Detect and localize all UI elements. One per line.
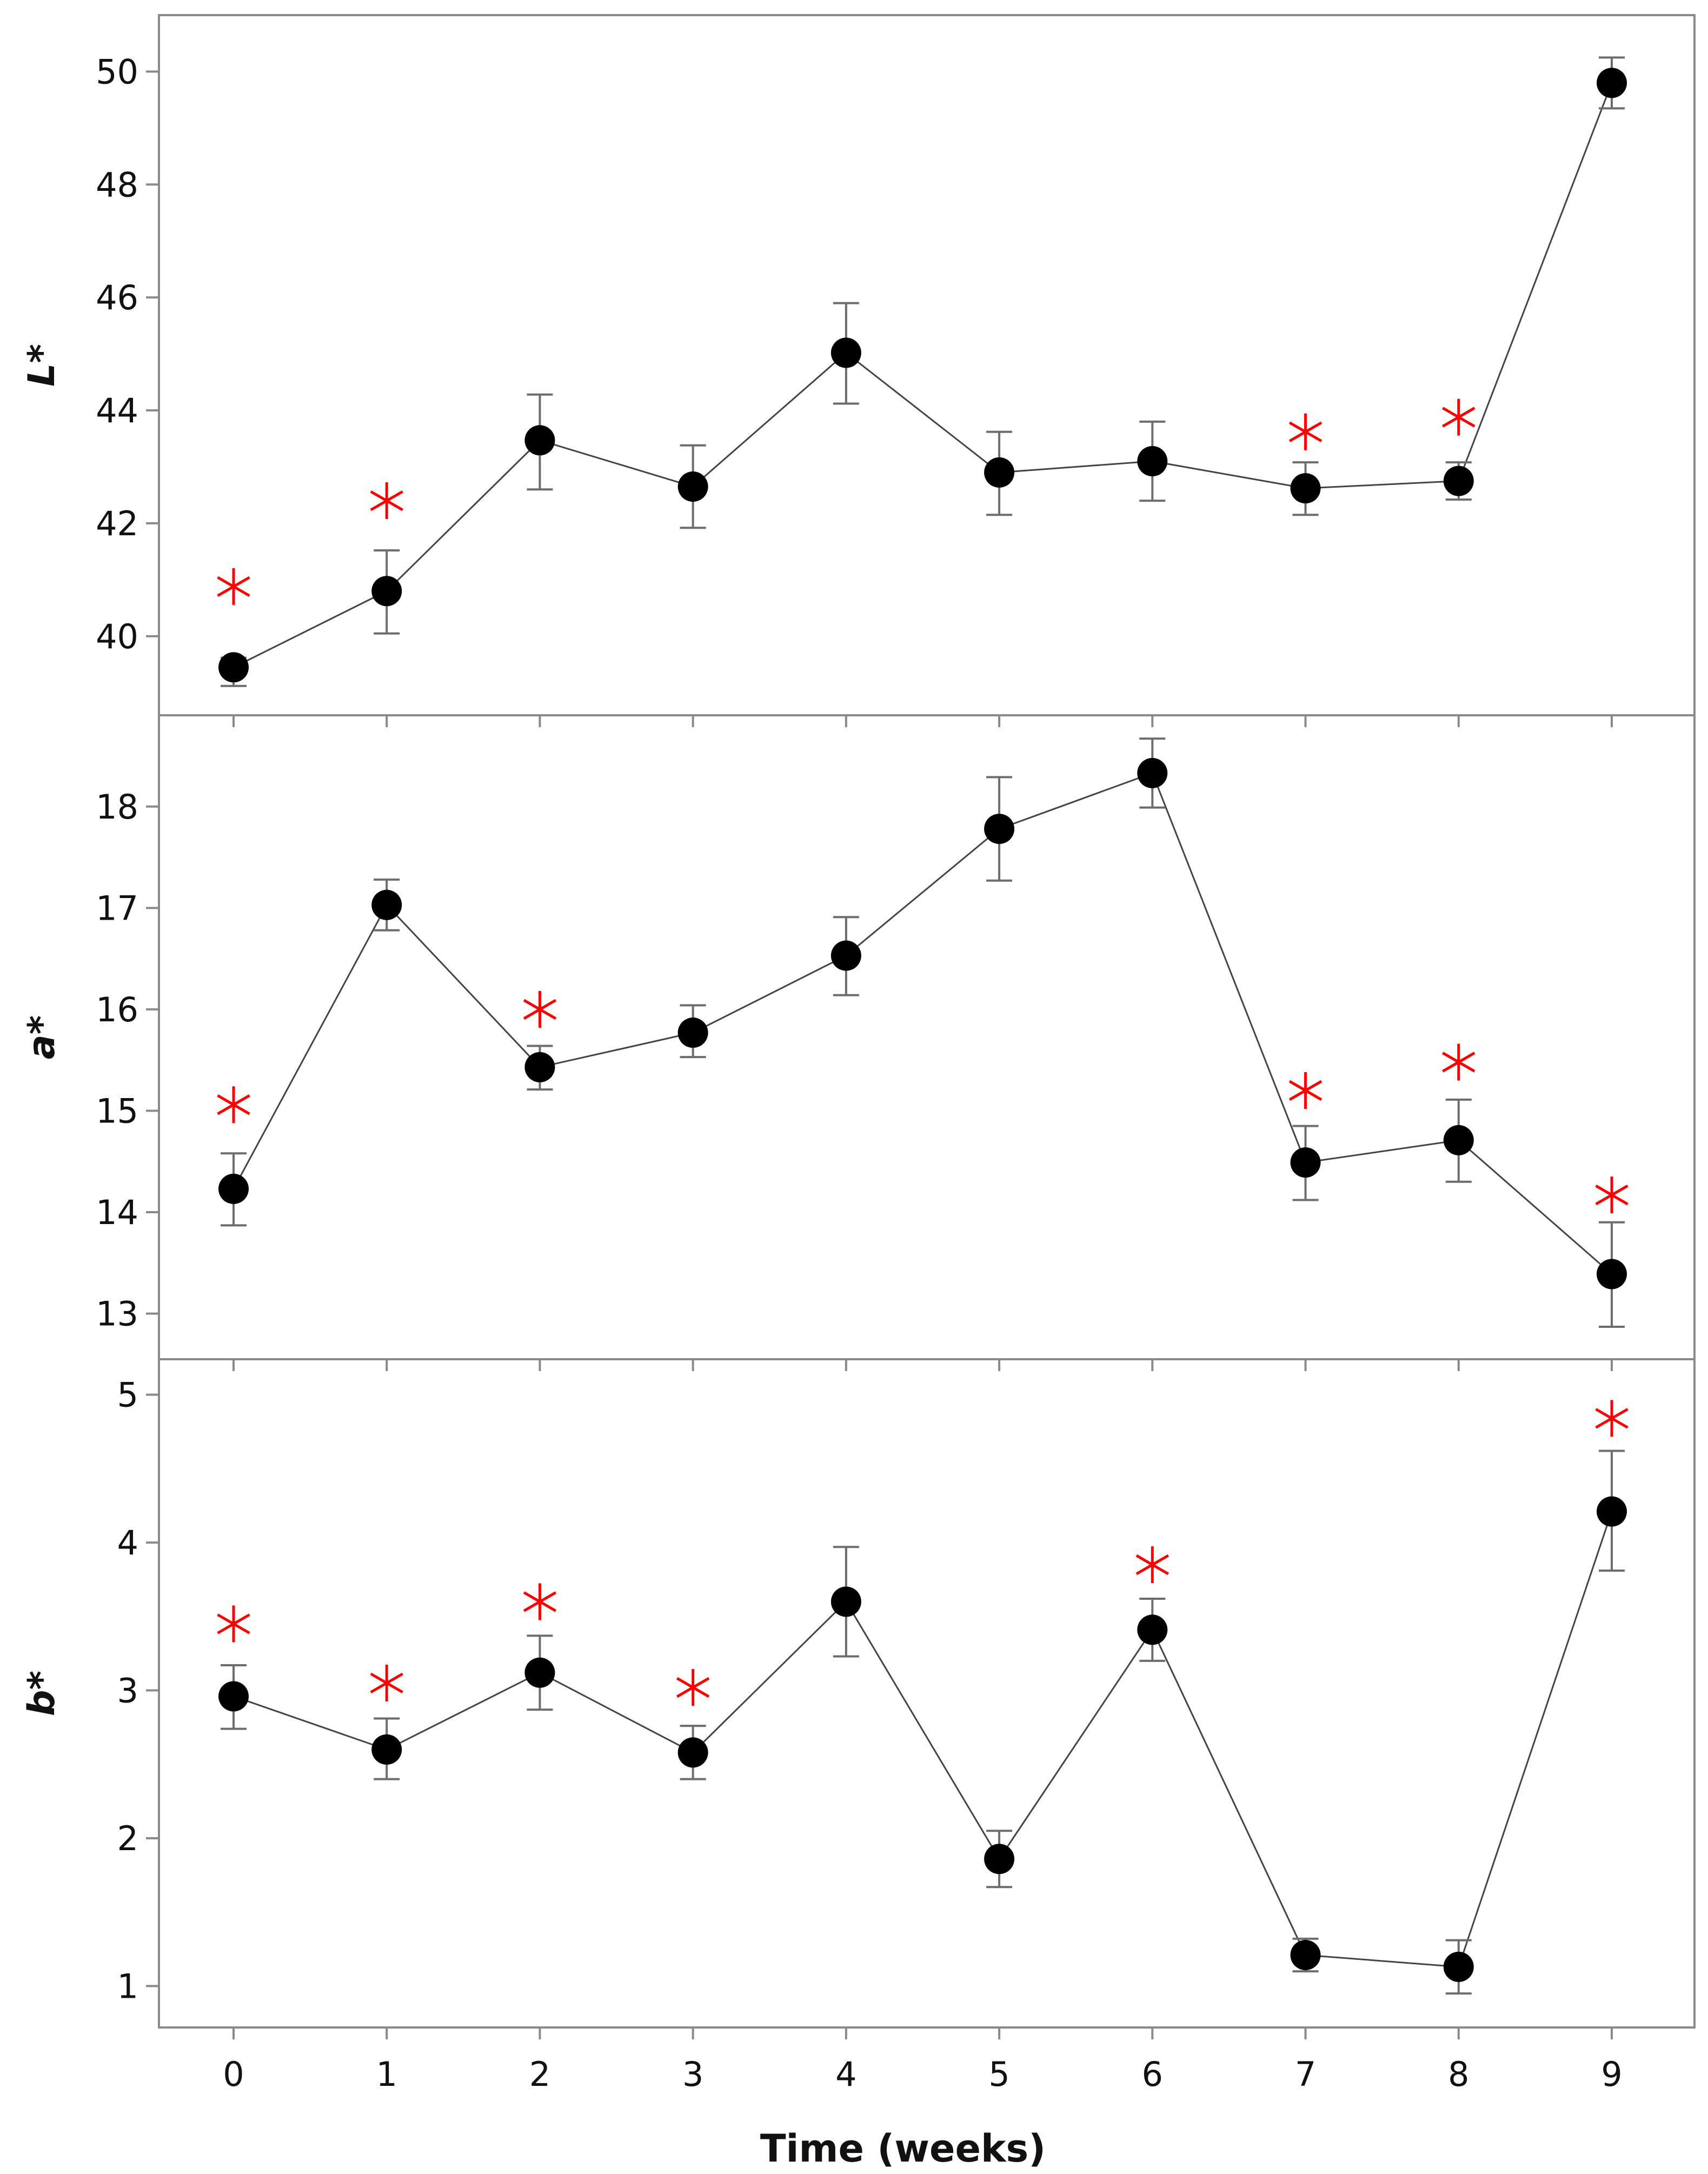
panel-a-star: 13 14 15 16 17 18 a* bbox=[21, 714, 1696, 1371]
y-tick-label: 46 bbox=[96, 278, 138, 317]
x-tick-label: 3 bbox=[682, 2055, 703, 2094]
data-point bbox=[1137, 757, 1168, 788]
x-tick-label: 1 bbox=[376, 2055, 397, 2094]
data-point bbox=[984, 457, 1015, 488]
y-tick-label: 16 bbox=[96, 990, 138, 1029]
data-point bbox=[1137, 1614, 1168, 1645]
x-tick-label: 5 bbox=[988, 2055, 1009, 2094]
y-tick-label: 14 bbox=[96, 1193, 138, 1232]
data-point bbox=[371, 889, 402, 920]
data-point bbox=[1443, 466, 1474, 496]
data-point bbox=[830, 940, 861, 971]
significance-asterisk bbox=[1595, 1176, 1629, 1214]
data-point bbox=[1597, 1259, 1627, 1289]
significance-asterisk bbox=[217, 1086, 250, 1123]
y-axis-title: a* bbox=[21, 1015, 63, 1059]
data-point bbox=[677, 1018, 708, 1048]
significance-asterisk bbox=[1442, 1043, 1476, 1081]
x-tick-label: 0 bbox=[223, 2055, 244, 2094]
y-tick-label: 40 bbox=[96, 617, 138, 656]
data-point bbox=[524, 1052, 555, 1082]
significance-asterisk bbox=[370, 482, 403, 520]
data-point bbox=[1443, 1951, 1474, 1982]
significance-asterisk bbox=[217, 568, 250, 605]
data-point bbox=[1290, 1940, 1321, 1971]
data-point bbox=[984, 814, 1015, 845]
significance-asterisk bbox=[217, 1605, 250, 1643]
y-tick-label: 4 bbox=[117, 1523, 138, 1563]
plot-frame bbox=[158, 714, 1696, 1360]
x-tick-label: 6 bbox=[1142, 2055, 1163, 2094]
significance-asterisk bbox=[370, 1664, 403, 1701]
y-tick-label: 3 bbox=[117, 1671, 138, 1711]
y-tick-label: 44 bbox=[96, 391, 138, 430]
series-line bbox=[233, 82, 1613, 668]
x-tick-label: 8 bbox=[1448, 2055, 1469, 2094]
x-tick-label: 9 bbox=[1601, 2055, 1622, 2094]
significance-asterisk bbox=[1135, 1546, 1169, 1584]
data-point bbox=[218, 1173, 249, 1204]
data-point bbox=[218, 652, 249, 683]
y-tick-label: 5 bbox=[117, 1375, 138, 1415]
series-line bbox=[233, 1511, 1613, 1968]
data-point bbox=[677, 471, 708, 502]
data-point bbox=[830, 1586, 861, 1617]
panel-b-star: 1 2 3 4 5 b* bbox=[21, 1358, 1696, 2039]
y-tick-label: 1 bbox=[117, 1966, 138, 2006]
data-point bbox=[830, 337, 861, 368]
y-tick-label: 42 bbox=[96, 504, 138, 543]
significance-asterisk bbox=[676, 1669, 710, 1706]
data-point bbox=[1597, 68, 1627, 98]
data-point bbox=[524, 1657, 555, 1688]
significance-asterisk bbox=[523, 1583, 557, 1620]
x-tick-label: 7 bbox=[1295, 2055, 1316, 2094]
y-axis-title: L* bbox=[21, 344, 63, 387]
y-tick-label: 18 bbox=[96, 787, 138, 827]
data-point bbox=[677, 1737, 708, 1768]
y-tick-label: 48 bbox=[96, 165, 138, 204]
data-point bbox=[984, 1844, 1015, 1874]
significance-asterisk bbox=[1595, 1400, 1629, 1437]
data-point bbox=[1597, 1496, 1627, 1527]
y-tick-label: 2 bbox=[117, 1819, 138, 1858]
y-tick-label: 50 bbox=[96, 52, 138, 91]
data-point bbox=[1290, 473, 1321, 504]
data-point bbox=[1443, 1125, 1474, 1155]
significance-asterisk bbox=[1288, 413, 1322, 450]
significance-asterisk bbox=[1442, 398, 1476, 436]
data-point bbox=[1137, 446, 1168, 477]
data-point bbox=[371, 1734, 402, 1765]
data-point bbox=[218, 1681, 249, 1712]
x-axis-title: Time (weeks) bbox=[760, 2126, 1046, 2171]
data-point bbox=[371, 576, 402, 607]
y-axis-title: b* bbox=[21, 1671, 63, 1716]
x-tick-label: 4 bbox=[835, 2055, 856, 2094]
panel-l-star: 40 42 44 46 48 50 L* bbox=[21, 14, 1696, 727]
x-tick-label: 2 bbox=[529, 2055, 550, 2094]
y-tick-label: 17 bbox=[96, 888, 138, 928]
y-tick-label: 13 bbox=[96, 1294, 138, 1334]
x-axis: 0 1 2 3 4 5 6 7 8 9 bbox=[223, 2055, 1622, 2094]
significance-asterisk bbox=[523, 990, 557, 1028]
plot-frame bbox=[158, 14, 1696, 716]
data-point bbox=[1290, 1147, 1321, 1178]
y-tick-label: 15 bbox=[96, 1091, 138, 1131]
series-line bbox=[232, 772, 1612, 1275]
significance-asterisk bbox=[1288, 1072, 1322, 1109]
data-point bbox=[524, 425, 555, 456]
plot-frame bbox=[158, 1358, 1696, 2029]
